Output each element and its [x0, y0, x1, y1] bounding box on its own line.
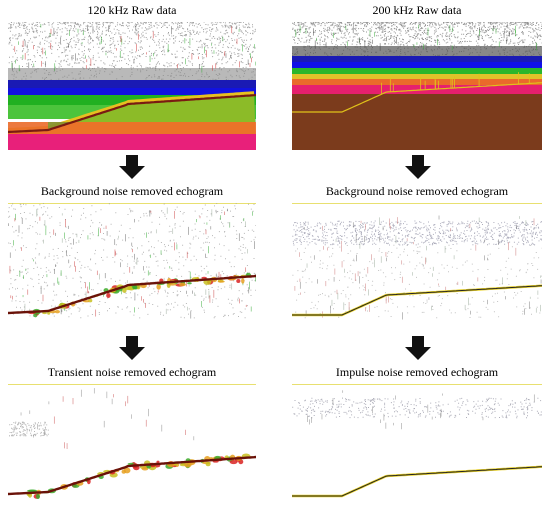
echogram-200khz-raw — [292, 22, 542, 150]
echogram-120khz-background-removed — [8, 203, 256, 331]
arrow-down-icon — [405, 155, 431, 179]
echogram-120khz-raw — [8, 22, 256, 150]
title-120khz-transient-removed: Transient noise removed echogram — [47, 365, 217, 379]
echogram-200khz-background-removed — [292, 203, 542, 331]
title-200khz-background-removed: Background noise removed echogram — [325, 184, 509, 198]
echogram-120khz-transient-removed — [8, 384, 256, 512]
title-200khz-raw: 200 kHz Raw data — [372, 3, 462, 17]
arrow-down-icon — [119, 155, 145, 179]
title-200khz-impulse-removed: Impulse noise removed echogram — [335, 365, 499, 379]
title-120khz-raw: 120 kHz Raw data — [87, 3, 177, 17]
title-120khz-background-removed: Background noise removed echogram — [40, 184, 224, 198]
arrow-down-icon — [119, 336, 145, 360]
arrow-down-icon — [405, 336, 431, 360]
echogram-200khz-impulse-removed — [292, 384, 542, 512]
